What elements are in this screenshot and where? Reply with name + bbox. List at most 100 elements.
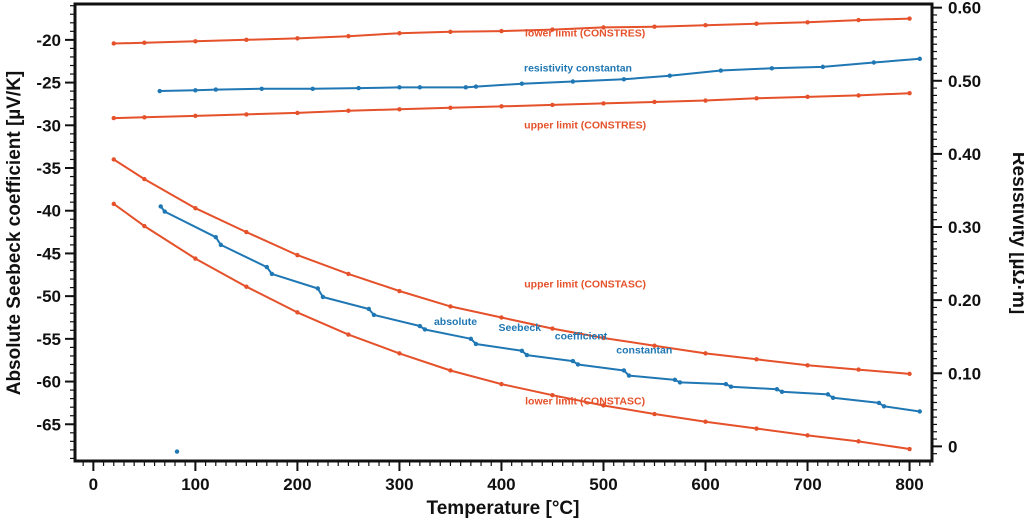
x-tick-label: 200 [283, 475, 311, 494]
data-point [917, 56, 922, 62]
y-left-tick-label: -50 [36, 287, 61, 306]
y-left-tick-label: -25 [36, 74, 61, 93]
outlier-point [174, 449, 180, 454]
x-tick-label: 800 [895, 475, 923, 494]
data-point [162, 209, 167, 214]
data-point [723, 381, 729, 387]
data-point [856, 439, 861, 444]
data-point [550, 27, 555, 32]
x-tick-label: 300 [385, 475, 413, 494]
data-point [652, 99, 657, 105]
data-point [295, 110, 300, 116]
x-tick-label: 0 [89, 475, 98, 494]
y-left-tick-label: -40 [36, 202, 61, 221]
data-point [703, 98, 708, 103]
series-annotation: upper limit (CONSTASC) [524, 279, 646, 291]
data-point [244, 112, 249, 117]
data-point [142, 223, 147, 229]
series-annotation: lower limit (CONSTRES) [525, 27, 645, 39]
data-point [550, 102, 555, 108]
y-right-tick-label: 0.10 [948, 364, 981, 383]
data-point [550, 393, 555, 398]
data-point [876, 400, 882, 406]
data-point [417, 85, 423, 90]
x-axis-title: Temperature [°C] [427, 498, 580, 519]
data-point [754, 21, 759, 26]
data-point [422, 327, 428, 332]
data-point [193, 39, 198, 44]
y-right-tick-label: 0.20 [948, 291, 981, 310]
data-point [856, 367, 861, 372]
data-point [264, 264, 270, 270]
data-point [244, 284, 249, 289]
data-point [779, 389, 785, 395]
data-point [320, 294, 326, 300]
series-line-0 [113, 17, 910, 45]
data-point [519, 348, 525, 354]
data-point [728, 384, 734, 389]
data-point [805, 433, 810, 438]
data-point [805, 363, 810, 368]
series-line-3 [113, 158, 910, 375]
data-point [652, 411, 657, 417]
data-point [917, 409, 922, 414]
data-point [754, 357, 759, 362]
data-point [463, 85, 468, 90]
series-annotation: coefficient [555, 331, 608, 343]
data-point [881, 404, 887, 409]
x-tick-label: 100 [181, 475, 209, 494]
series-line-2 [113, 92, 910, 120]
data-point [111, 115, 116, 121]
data-point [244, 37, 249, 43]
y-right-tick-label: 0.40 [948, 145, 981, 164]
y-left-tick-label: -20 [36, 31, 61, 50]
data-point [667, 73, 672, 78]
data-point [907, 91, 912, 96]
x-tick-label: 400 [487, 475, 515, 494]
data-point [769, 66, 775, 71]
data-point [366, 306, 372, 312]
data-point [295, 252, 300, 258]
data-point [244, 229, 249, 235]
data-point [519, 81, 525, 86]
y-right-tick-label: 0.60 [948, 0, 981, 18]
data-point [601, 101, 606, 106]
data-point [825, 392, 831, 397]
data-point [805, 94, 810, 100]
data-point [158, 204, 163, 209]
data-point [142, 40, 147, 45]
data-point [346, 33, 351, 39]
data-point [468, 336, 474, 342]
data-point [315, 286, 321, 291]
data-point [871, 60, 877, 65]
data-point [213, 87, 218, 92]
data-point [448, 105, 453, 111]
data-point [601, 403, 606, 408]
data-point [473, 341, 479, 347]
data-point [397, 351, 402, 356]
data-point [703, 23, 708, 28]
y-left-tick-label: -60 [36, 373, 61, 392]
y-right-axis-title: Resistivity [µΩ·m] [1008, 152, 1024, 314]
data-point [754, 96, 759, 101]
series-line-4 [159, 205, 920, 413]
data-point [754, 426, 759, 431]
data-point [346, 332, 351, 337]
data-point [397, 85, 402, 90]
data-point [295, 36, 300, 41]
data-point [310, 86, 315, 92]
data-point [346, 108, 351, 113]
y-right-tick-label: 0 [948, 437, 957, 456]
data-point [570, 79, 576, 84]
y-left-tick-label: -55 [36, 330, 61, 349]
data-point [448, 29, 453, 34]
y-left-tick-label: -35 [36, 159, 61, 178]
data-point [621, 368, 627, 373]
series-annotation: Seebeck [499, 322, 542, 334]
data-point [820, 64, 826, 70]
data-point [142, 115, 147, 120]
data-point [601, 335, 606, 341]
y-right-tick-label: 0.50 [948, 72, 981, 91]
data-point [356, 85, 361, 91]
data-point [907, 446, 912, 452]
